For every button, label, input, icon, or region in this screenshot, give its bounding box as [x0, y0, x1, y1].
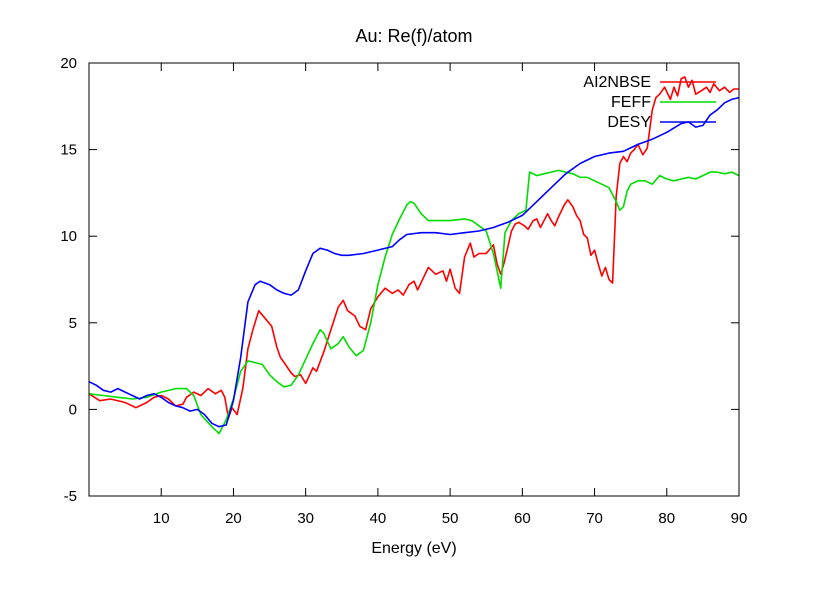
- x-axis-label: Energy (eV): [371, 540, 456, 557]
- y-tick-label: 0: [69, 401, 77, 418]
- legend-label-ai2nbse: AI2NBSE: [583, 74, 651, 91]
- plot-frame: [88, 62, 740, 497]
- x-tick-label: 90: [731, 510, 748, 527]
- series-line-feff: [88, 169, 740, 435]
- series-layer: [88, 76, 740, 435]
- y-tick-label: 5: [69, 315, 77, 332]
- y-tick-label: 20: [60, 55, 77, 72]
- y-tick-label: -5: [64, 488, 77, 505]
- y-tick-label: 10: [60, 228, 77, 245]
- tick-labels: 10 20 30 40 50 60 70 80 90 -5 0 5 10 15 20: [60, 55, 747, 527]
- y-tick-label: 15: [60, 142, 77, 159]
- x-tick-label: 80: [658, 510, 675, 527]
- x-tick-label: 50: [442, 510, 459, 527]
- legend-label-desy: DESY: [607, 114, 651, 131]
- legend: AI2NBSE FEFF DESY: [583, 74, 716, 131]
- x-tick-label: 30: [297, 510, 314, 527]
- x-tick-label: 10: [153, 510, 170, 527]
- x-tick-label: 40: [370, 510, 387, 527]
- series-line-desy: [88, 96, 740, 428]
- x-tick-label: 60: [514, 510, 531, 527]
- x-tick-label: 70: [586, 510, 603, 527]
- legend-label-feff: FEFF: [611, 94, 651, 111]
- chart-title: Au: Re(f)/atom: [355, 26, 472, 46]
- x-tick-label: 20: [225, 510, 242, 527]
